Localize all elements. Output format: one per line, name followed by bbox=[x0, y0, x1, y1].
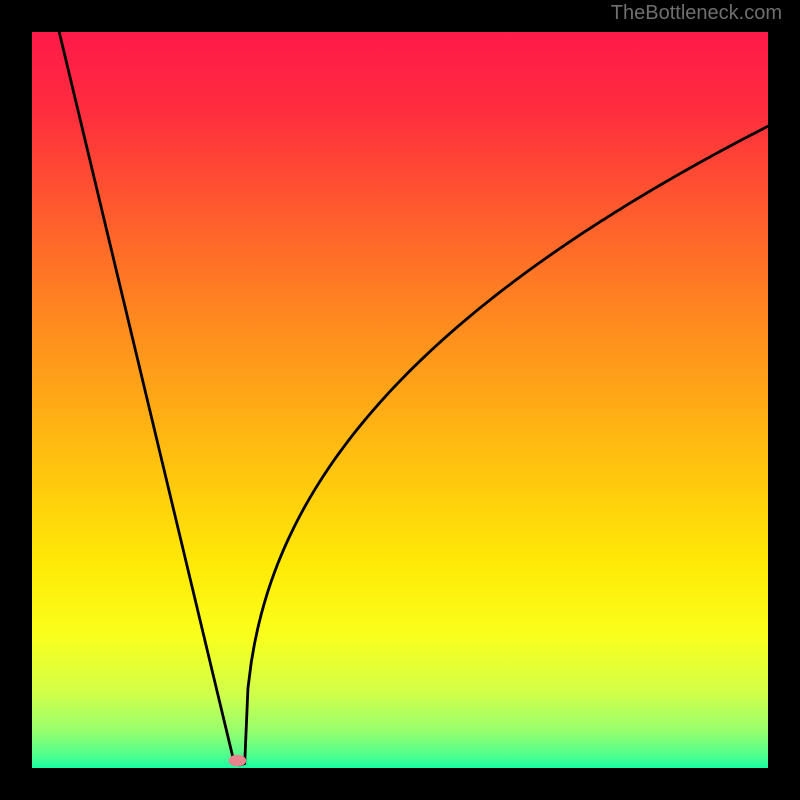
minimum-marker bbox=[229, 755, 247, 767]
chart-container: TheBottleneck.com bbox=[0, 0, 800, 800]
gradient-background bbox=[32, 32, 768, 768]
watermark-text: TheBottleneck.com bbox=[611, 2, 782, 25]
plot-svg bbox=[32, 32, 768, 768]
plot-area bbox=[32, 32, 768, 768]
